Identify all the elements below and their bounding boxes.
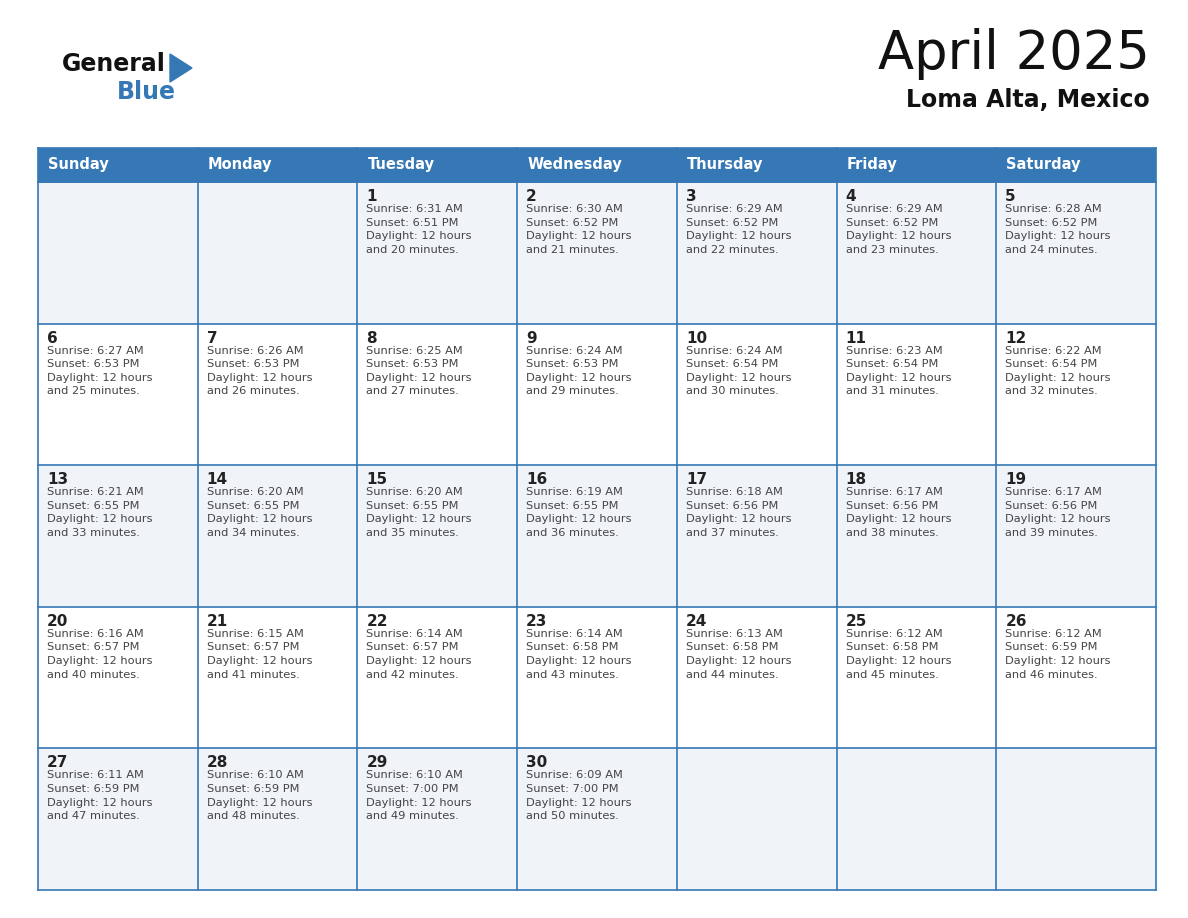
Text: 9: 9 <box>526 330 537 345</box>
Text: 5: 5 <box>1005 189 1016 204</box>
Text: Sunrise: 6:27 AM
Sunset: 6:53 PM
Daylight: 12 hours
and 25 minutes.: Sunrise: 6:27 AM Sunset: 6:53 PM Dayligh… <box>48 345 152 397</box>
Text: Sunrise: 6:31 AM
Sunset: 6:51 PM
Daylight: 12 hours
and 20 minutes.: Sunrise: 6:31 AM Sunset: 6:51 PM Dayligh… <box>366 204 472 255</box>
Text: 11: 11 <box>846 330 866 345</box>
Text: Sunrise: 6:18 AM
Sunset: 6:56 PM
Daylight: 12 hours
and 37 minutes.: Sunrise: 6:18 AM Sunset: 6:56 PM Dayligh… <box>685 487 791 538</box>
Text: Sunrise: 6:19 AM
Sunset: 6:55 PM
Daylight: 12 hours
and 36 minutes.: Sunrise: 6:19 AM Sunset: 6:55 PM Dayligh… <box>526 487 632 538</box>
Text: Sunrise: 6:15 AM
Sunset: 6:57 PM
Daylight: 12 hours
and 41 minutes.: Sunrise: 6:15 AM Sunset: 6:57 PM Dayligh… <box>207 629 312 679</box>
Text: Sunrise: 6:20 AM
Sunset: 6:55 PM
Daylight: 12 hours
and 34 minutes.: Sunrise: 6:20 AM Sunset: 6:55 PM Dayligh… <box>207 487 312 538</box>
Text: 12: 12 <box>1005 330 1026 345</box>
Text: Sunrise: 6:10 AM
Sunset: 7:00 PM
Daylight: 12 hours
and 49 minutes.: Sunrise: 6:10 AM Sunset: 7:00 PM Dayligh… <box>366 770 472 822</box>
Text: 6: 6 <box>48 330 58 345</box>
Text: April 2025: April 2025 <box>878 28 1150 80</box>
Text: 27: 27 <box>48 756 69 770</box>
Text: Sunrise: 6:30 AM
Sunset: 6:52 PM
Daylight: 12 hours
and 21 minutes.: Sunrise: 6:30 AM Sunset: 6:52 PM Dayligh… <box>526 204 632 255</box>
Text: 23: 23 <box>526 614 548 629</box>
Text: 21: 21 <box>207 614 228 629</box>
Text: 14: 14 <box>207 472 228 487</box>
Text: 7: 7 <box>207 330 217 345</box>
Bar <box>38 748 1156 890</box>
Bar <box>197 148 358 182</box>
Text: 25: 25 <box>846 614 867 629</box>
Bar <box>38 148 197 182</box>
Text: 18: 18 <box>846 472 867 487</box>
Text: Friday: Friday <box>847 158 897 173</box>
Bar <box>38 607 1156 748</box>
Text: 28: 28 <box>207 756 228 770</box>
Text: Sunrise: 6:29 AM
Sunset: 6:52 PM
Daylight: 12 hours
and 22 minutes.: Sunrise: 6:29 AM Sunset: 6:52 PM Dayligh… <box>685 204 791 255</box>
Text: Sunrise: 6:12 AM
Sunset: 6:59 PM
Daylight: 12 hours
and 46 minutes.: Sunrise: 6:12 AM Sunset: 6:59 PM Dayligh… <box>1005 629 1111 679</box>
Text: 26: 26 <box>1005 614 1026 629</box>
Bar <box>38 465 1156 607</box>
Text: Sunrise: 6:14 AM
Sunset: 6:58 PM
Daylight: 12 hours
and 43 minutes.: Sunrise: 6:14 AM Sunset: 6:58 PM Dayligh… <box>526 629 632 679</box>
Text: 22: 22 <box>366 614 388 629</box>
Text: 8: 8 <box>366 330 377 345</box>
Text: Sunrise: 6:13 AM
Sunset: 6:58 PM
Daylight: 12 hours
and 44 minutes.: Sunrise: 6:13 AM Sunset: 6:58 PM Dayligh… <box>685 629 791 679</box>
Text: Loma Alta, Mexico: Loma Alta, Mexico <box>906 88 1150 112</box>
Text: Sunrise: 6:22 AM
Sunset: 6:54 PM
Daylight: 12 hours
and 32 minutes.: Sunrise: 6:22 AM Sunset: 6:54 PM Dayligh… <box>1005 345 1111 397</box>
Text: Sunrise: 6:25 AM
Sunset: 6:53 PM
Daylight: 12 hours
and 27 minutes.: Sunrise: 6:25 AM Sunset: 6:53 PM Dayligh… <box>366 345 472 397</box>
Text: 20: 20 <box>48 614 69 629</box>
Text: Sunrise: 6:24 AM
Sunset: 6:54 PM
Daylight: 12 hours
and 30 minutes.: Sunrise: 6:24 AM Sunset: 6:54 PM Dayligh… <box>685 345 791 397</box>
Text: Sunrise: 6:17 AM
Sunset: 6:56 PM
Daylight: 12 hours
and 38 minutes.: Sunrise: 6:17 AM Sunset: 6:56 PM Dayligh… <box>846 487 952 538</box>
Text: Sunrise: 6:11 AM
Sunset: 6:59 PM
Daylight: 12 hours
and 47 minutes.: Sunrise: 6:11 AM Sunset: 6:59 PM Dayligh… <box>48 770 152 822</box>
Bar <box>836 148 997 182</box>
Text: Saturday: Saturday <box>1006 158 1081 173</box>
Text: 1: 1 <box>366 189 377 204</box>
Text: Sunrise: 6:29 AM
Sunset: 6:52 PM
Daylight: 12 hours
and 23 minutes.: Sunrise: 6:29 AM Sunset: 6:52 PM Dayligh… <box>846 204 952 255</box>
Text: 24: 24 <box>685 614 707 629</box>
Text: 29: 29 <box>366 756 387 770</box>
Bar <box>358 148 517 182</box>
Bar <box>997 148 1156 182</box>
Text: 19: 19 <box>1005 472 1026 487</box>
Text: 13: 13 <box>48 472 68 487</box>
Text: 3: 3 <box>685 189 696 204</box>
Bar <box>38 324 1156 465</box>
Text: Sunrise: 6:20 AM
Sunset: 6:55 PM
Daylight: 12 hours
and 35 minutes.: Sunrise: 6:20 AM Sunset: 6:55 PM Dayligh… <box>366 487 472 538</box>
Text: Blue: Blue <box>116 80 176 104</box>
Text: Wednesday: Wednesday <box>527 158 621 173</box>
Text: Sunrise: 6:28 AM
Sunset: 6:52 PM
Daylight: 12 hours
and 24 minutes.: Sunrise: 6:28 AM Sunset: 6:52 PM Dayligh… <box>1005 204 1111 255</box>
Text: Sunrise: 6:09 AM
Sunset: 7:00 PM
Daylight: 12 hours
and 50 minutes.: Sunrise: 6:09 AM Sunset: 7:00 PM Dayligh… <box>526 770 632 822</box>
Text: Sunrise: 6:12 AM
Sunset: 6:58 PM
Daylight: 12 hours
and 45 minutes.: Sunrise: 6:12 AM Sunset: 6:58 PM Dayligh… <box>846 629 952 679</box>
Text: Sunrise: 6:24 AM
Sunset: 6:53 PM
Daylight: 12 hours
and 29 minutes.: Sunrise: 6:24 AM Sunset: 6:53 PM Dayligh… <box>526 345 632 397</box>
Text: 2: 2 <box>526 189 537 204</box>
Text: Monday: Monday <box>208 158 272 173</box>
Text: Sunrise: 6:26 AM
Sunset: 6:53 PM
Daylight: 12 hours
and 26 minutes.: Sunrise: 6:26 AM Sunset: 6:53 PM Dayligh… <box>207 345 312 397</box>
Text: Sunrise: 6:10 AM
Sunset: 6:59 PM
Daylight: 12 hours
and 48 minutes.: Sunrise: 6:10 AM Sunset: 6:59 PM Dayligh… <box>207 770 312 822</box>
Text: 4: 4 <box>846 189 857 204</box>
Bar <box>517 148 677 182</box>
Text: 17: 17 <box>685 472 707 487</box>
Bar <box>677 148 836 182</box>
Text: Sunrise: 6:21 AM
Sunset: 6:55 PM
Daylight: 12 hours
and 33 minutes.: Sunrise: 6:21 AM Sunset: 6:55 PM Dayligh… <box>48 487 152 538</box>
Text: Tuesday: Tuesday <box>367 158 435 173</box>
Text: General: General <box>62 52 166 76</box>
Text: 16: 16 <box>526 472 548 487</box>
Text: Sunday: Sunday <box>48 158 109 173</box>
Text: Sunrise: 6:16 AM
Sunset: 6:57 PM
Daylight: 12 hours
and 40 minutes.: Sunrise: 6:16 AM Sunset: 6:57 PM Dayligh… <box>48 629 152 679</box>
Bar <box>38 182 1156 324</box>
Text: Thursday: Thursday <box>687 158 763 173</box>
Text: 10: 10 <box>685 330 707 345</box>
Text: Sunrise: 6:17 AM
Sunset: 6:56 PM
Daylight: 12 hours
and 39 minutes.: Sunrise: 6:17 AM Sunset: 6:56 PM Dayligh… <box>1005 487 1111 538</box>
Text: 30: 30 <box>526 756 548 770</box>
Text: Sunrise: 6:23 AM
Sunset: 6:54 PM
Daylight: 12 hours
and 31 minutes.: Sunrise: 6:23 AM Sunset: 6:54 PM Dayligh… <box>846 345 952 397</box>
Polygon shape <box>170 54 192 82</box>
Text: Sunrise: 6:14 AM
Sunset: 6:57 PM
Daylight: 12 hours
and 42 minutes.: Sunrise: 6:14 AM Sunset: 6:57 PM Dayligh… <box>366 629 472 679</box>
Text: 15: 15 <box>366 472 387 487</box>
